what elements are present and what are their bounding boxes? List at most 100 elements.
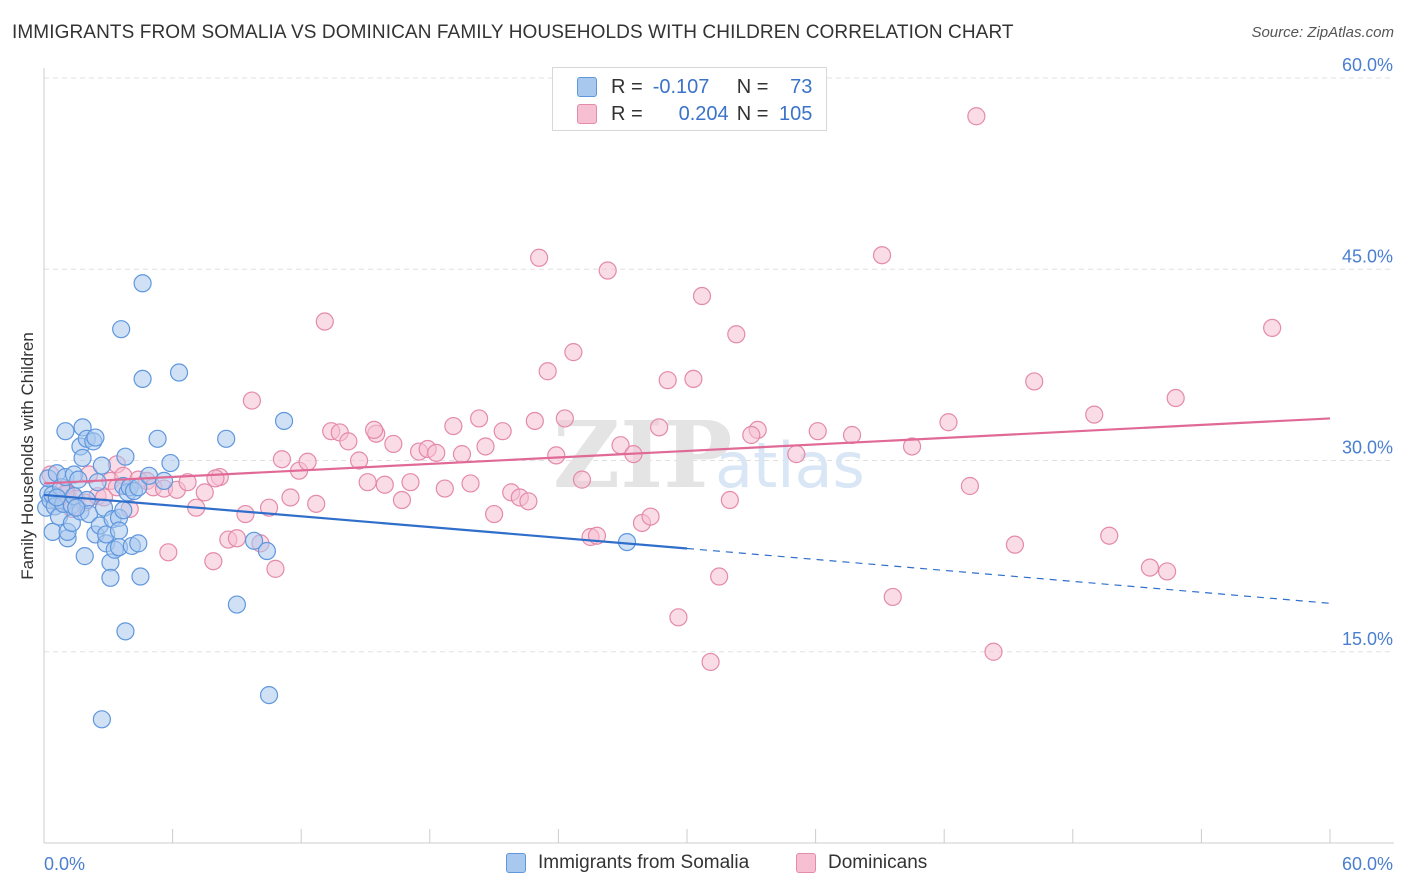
dominican-point — [339, 432, 358, 451]
axis-layer — [43, 68, 1394, 844]
dominican-point — [461, 474, 480, 493]
legend-item-somalia[interactable]: Immigrants from Somalia — [506, 852, 749, 874]
somalia-point — [133, 369, 152, 388]
somalia-legend-icon — [506, 853, 526, 873]
somalia-point — [114, 501, 133, 520]
legend-item-dominican[interactable]: Dominicans — [796, 852, 927, 874]
dominican-point — [692, 286, 712, 306]
dominican-trend-line — [43, 417, 1331, 485]
grid-layer — [44, 77, 1394, 653]
dominican-point — [266, 559, 285, 578]
dominican-point — [1166, 388, 1185, 408]
dominican-legend-icon — [796, 853, 816, 873]
somalia-point — [259, 685, 279, 705]
dominican-r-value: 0.204 — [678, 102, 729, 125]
somalia-point — [116, 622, 135, 641]
dominican-point — [525, 411, 544, 431]
y-tick-label: 45.0% — [1342, 246, 1393, 266]
somalia-points — [37, 274, 637, 729]
somalia-point — [257, 541, 277, 561]
dominican-point — [476, 437, 495, 456]
watermark-zip: ZIP — [553, 401, 732, 509]
dominican-point — [401, 473, 420, 492]
somalia-r-value: -0.107 — [652, 75, 710, 98]
somalia-point — [86, 428, 105, 447]
series-legend: Immigrants from Somalia Dominicans — [0, 852, 1406, 878]
dominican-point — [227, 529, 246, 548]
dominican-point — [204, 552, 223, 571]
dominican-point — [710, 567, 729, 586]
dominican-point — [469, 409, 489, 428]
dominican-point — [939, 413, 958, 432]
somalia-point — [129, 534, 148, 553]
dominican-point — [242, 391, 262, 410]
somalia-trend-line — [43, 493, 688, 550]
dominican-point — [967, 107, 986, 126]
chart-title: IMMIGRANTS FROM SOMALIA VS DOMINICAN FAM… — [12, 22, 1014, 43]
dominican-point — [159, 543, 178, 562]
somalia-point — [75, 547, 94, 566]
dominican-swatch-icon — [577, 104, 597, 124]
dominican-r-label: R = — [611, 102, 643, 125]
dominican-point — [349, 451, 369, 470]
dominican-point — [307, 494, 326, 513]
dominican-point — [1140, 558, 1160, 577]
dominican-point — [1158, 562, 1177, 581]
dominican-point — [206, 469, 225, 488]
watermark-atlas: atlas — [715, 429, 865, 502]
somalia-trend-extension — [686, 547, 1331, 604]
somalia-point — [73, 448, 92, 468]
dominican-point — [538, 362, 557, 381]
somalia-n-value: 73 — [790, 75, 813, 98]
dominican-point — [384, 434, 403, 454]
dominican-point — [547, 446, 566, 465]
dominican-point — [493, 422, 512, 441]
watermark: ZIP atlas — [553, 401, 865, 509]
dominican-point — [427, 443, 446, 462]
dominican-n-label: N = — [736, 102, 769, 125]
dominican-point — [960, 476, 980, 496]
y-tick-label: 30.0% — [1342, 438, 1393, 458]
dominican-point — [1085, 405, 1104, 424]
somalia-point — [109, 521, 129, 540]
dominican-point — [598, 261, 617, 280]
x-tick-label: 60.0% — [1342, 854, 1393, 874]
y-tick-label: 15.0% — [1342, 629, 1393, 649]
somalia-point — [92, 456, 111, 475]
trend-layer — [43, 417, 1331, 604]
dominican-point — [902, 437, 922, 456]
dominican-point — [530, 248, 549, 267]
dominican-points — [41, 107, 1282, 672]
dominican-point — [1005, 535, 1025, 554]
dominican-point — [519, 492, 538, 511]
somalia-point — [161, 453, 180, 473]
dominican-point — [808, 422, 827, 441]
dominican-point — [669, 608, 688, 627]
dominican-point — [984, 642, 1003, 661]
legend-row-somalia: R = -0.107 N = 73 — [577, 75, 812, 99]
somalia-point — [116, 447, 135, 466]
dominican-point — [1263, 318, 1282, 337]
y-axis-title: Family Households with Children — [18, 332, 37, 580]
dominican-point — [358, 473, 377, 492]
somalia-point — [92, 710, 111, 729]
dominican-point — [298, 452, 317, 471]
dominican-point — [435, 479, 454, 498]
dominican-point — [720, 490, 739, 510]
label-layer: 15.0% 30.0% 45.0% 60.0% 0.0% 60.0% — [44, 55, 1393, 874]
somalia-point — [227, 595, 246, 614]
dominican-point — [555, 409, 574, 428]
somalia-legend-label: Immigrants from Somalia — [538, 852, 750, 873]
dominican-point — [444, 416, 463, 436]
somalia-point — [169, 363, 189, 382]
dominican-point — [485, 504, 504, 524]
somalia-point — [154, 471, 174, 490]
source-label: Source: ZipAtlas.com — [1251, 24, 1394, 41]
somalia-point — [133, 274, 152, 293]
somalia-point — [67, 498, 86, 517]
somalia-point — [112, 320, 131, 339]
dominican-legend-label: Dominicans — [828, 852, 928, 873]
dominican-point — [392, 490, 412, 510]
somalia-point — [101, 568, 120, 587]
